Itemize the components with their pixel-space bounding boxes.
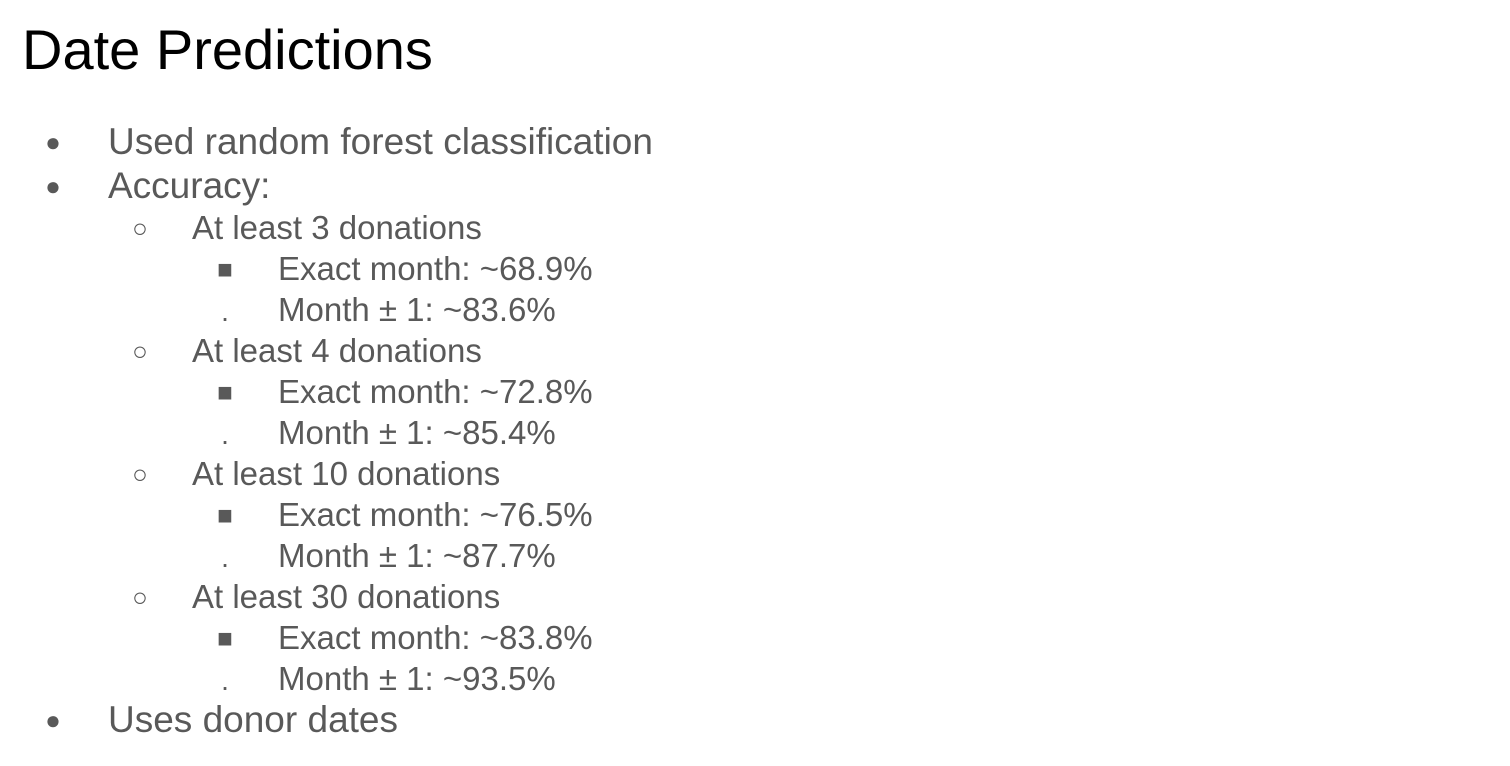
hollow-bullet-glyph: ○	[132, 336, 148, 366]
dot-bullet-glyph: .	[221, 296, 229, 327]
sub-sub-list-item: . Month ± 1: ~85.4%	[0, 413, 1510, 453]
sub-sub-list-item-text: Exact month: ~76.5%	[278, 496, 593, 533]
bullet-glyph: ●	[45, 171, 61, 201]
sub-list-item-text: At least 10 donations	[192, 455, 501, 492]
square-bullet-glyph: ■	[217, 623, 233, 653]
hollow-bullet-glyph: ○	[132, 459, 148, 489]
slide-title: Date Predictions	[22, 18, 433, 81]
hollow-bullet-glyph: ○	[132, 213, 148, 243]
square-bullet-glyph: ■	[217, 377, 233, 407]
list-item: ● Uses donor dates	[0, 700, 1510, 740]
list-item: ● Accuracy:	[0, 166, 1510, 206]
sub-sub-list-item: ■ Exact month: ~68.9%	[0, 249, 1510, 289]
list-item: ● Used random forest classification	[0, 122, 1510, 162]
sub-list-item: ○ At least 30 donations	[0, 577, 1510, 617]
sub-list-item: ○ At least 10 donations	[0, 454, 1510, 494]
dot-bullet-glyph: .	[221, 542, 229, 573]
bullet-glyph: ●	[45, 705, 61, 735]
sub-sub-list-item: ■ Exact month: ~76.5%	[0, 495, 1510, 535]
sub-sub-list-item: ■ Exact month: ~72.8%	[0, 372, 1510, 412]
sub-sub-list-item: . Month ± 1: ~83.6%	[0, 290, 1510, 330]
sub-sub-list-item-text: Month ± 1: ~87.7%	[278, 537, 556, 574]
sub-list-item-text: At least 30 donations	[192, 578, 501, 615]
hollow-bullet-glyph: ○	[132, 582, 148, 612]
dot-bullet-glyph: .	[221, 665, 229, 696]
list-item-text: Uses donor dates	[108, 699, 399, 740]
list-item-text: Accuracy:	[108, 165, 271, 206]
square-bullet-glyph: ■	[217, 254, 233, 284]
sub-sub-list-item-text: Month ± 1: ~93.5%	[278, 660, 556, 697]
sub-sub-list-item-text: Exact month: ~68.9%	[278, 250, 593, 287]
list-item-text: Used random forest classification	[108, 121, 653, 162]
sub-sub-list-item-text: Month ± 1: ~85.4%	[278, 414, 556, 451]
sub-sub-list-item: . Month ± 1: ~93.5%	[0, 659, 1510, 699]
sub-list-item: ○ At least 4 donations	[0, 331, 1510, 371]
bullet-glyph: ●	[45, 127, 61, 157]
sub-sub-list-item-text: Exact month: ~72.8%	[278, 373, 593, 410]
sub-sub-list-item-text: Month ± 1: ~83.6%	[278, 291, 556, 328]
sub-sub-list-item-text: Exact month: ~83.8%	[278, 619, 593, 656]
dot-bullet-glyph: .	[221, 419, 229, 450]
sub-list-item-text: At least 3 donations	[192, 209, 482, 246]
sub-list-item: ○ At least 3 donations	[0, 208, 1510, 248]
sub-sub-list-item: . Month ± 1: ~87.7%	[0, 536, 1510, 576]
square-bullet-glyph: ■	[217, 500, 233, 530]
sub-list-item-text: At least 4 donations	[192, 332, 482, 369]
sub-sub-list-item: ■ Exact month: ~83.8%	[0, 618, 1510, 658]
